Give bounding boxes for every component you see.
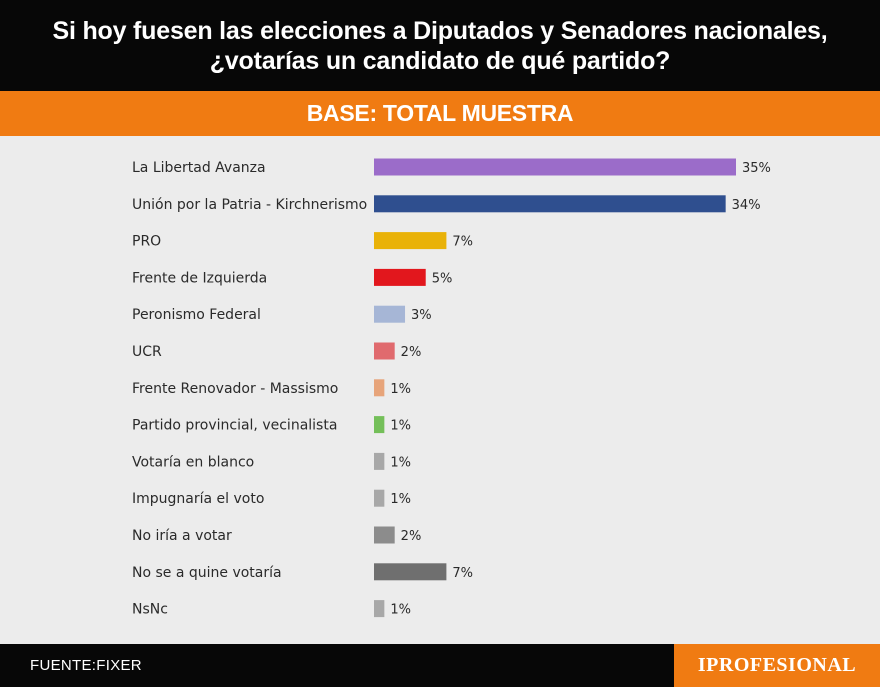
bar [374, 416, 385, 434]
category-label: Frente Renovador - Massismo [132, 381, 338, 397]
value-label: 1% [390, 419, 411, 434]
category-label: No se a quine votaría [132, 565, 282, 581]
category-label: NsNc [132, 602, 168, 618]
category-label: PRO [132, 234, 161, 250]
title-bar: Si hoy fuesen las elecciones a Diputados… [0, 0, 880, 91]
bar [374, 268, 426, 286]
footer-bar: FUENTE:FIXER IPROFESIONAL [0, 644, 880, 687]
bar [374, 342, 395, 360]
category-label: Peronismo Federal [132, 307, 261, 323]
subtitle-bar: BASE: TOTAL MUESTRA [0, 91, 880, 136]
brand-logo: IPROFESIONAL [674, 644, 880, 687]
value-label: 5% [432, 271, 453, 286]
bar [374, 305, 406, 323]
brand-name: IPROFESIONAL [697, 654, 857, 676]
plot-area: La Libertad Avanza 35% Unión por la Patria… [0, 136, 880, 644]
category-label: Unión por la Patria - Kirchnerismo [132, 197, 367, 213]
bar [374, 563, 447, 581]
bar [374, 158, 736, 176]
source-label: FUENTE:FIXER [30, 657, 142, 674]
category-label: La Libertad Avanza [132, 160, 266, 176]
bar-chart: La Libertad Avanza 35% Unión por la Patria… [132, 158, 771, 618]
chart-subtitle: BASE: TOTAL MUESTRA [306, 100, 574, 126]
value-label: 1% [390, 382, 411, 397]
bar [374, 232, 447, 250]
category-label: Partido provincial, vecinalista [132, 418, 337, 434]
value-label: 35% [742, 161, 771, 176]
value-label: 1% [390, 455, 411, 470]
category-label: UCR [132, 344, 162, 360]
value-label: 1% [390, 603, 411, 618]
value-label: 1% [390, 492, 411, 507]
category-label: Votaría en blanco [132, 454, 254, 470]
value-label: 7% [452, 566, 473, 581]
bar [374, 452, 385, 470]
value-label: 2% [401, 345, 422, 360]
category-label: No iría a votar [132, 528, 232, 544]
value-label: 7% [452, 235, 473, 250]
bar [374, 379, 385, 397]
category-label: Frente de Izquierda [132, 270, 267, 286]
value-label: 2% [401, 529, 422, 544]
bar [374, 600, 385, 618]
chart-title: Si hoy fuesen las elecciones a Diputados… [52, 16, 828, 75]
bar [374, 526, 395, 544]
category-label: Impugnaría el voto [132, 491, 264, 507]
value-label: 34% [732, 198, 761, 213]
value-label: 3% [411, 308, 432, 323]
bar [374, 489, 385, 507]
bar [374, 195, 726, 213]
